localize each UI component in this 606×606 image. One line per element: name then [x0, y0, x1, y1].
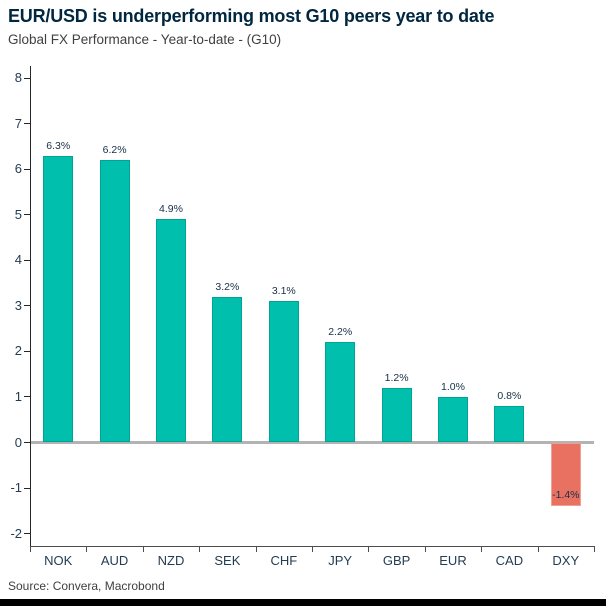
bar — [43, 155, 74, 443]
y-tick-label: 5 — [14, 206, 22, 222]
bar — [156, 219, 186, 443]
x-tick — [368, 546, 370, 552]
y-tick — [24, 168, 30, 170]
bar-value-label: 0.8% — [497, 390, 522, 403]
x-category-label: GBP — [382, 553, 411, 568]
x-category-label: JPY — [328, 553, 353, 568]
x-tick — [30, 546, 31, 552]
x-tick — [481, 546, 483, 552]
x-category-label: CHF — [270, 553, 298, 568]
bar — [494, 406, 525, 443]
y-tick — [24, 442, 30, 443]
y-tick-label: -2 — [10, 525, 22, 541]
y-tick — [24, 487, 30, 489]
bar — [268, 301, 299, 443]
y-tick — [24, 123, 30, 125]
x-category-label: NZD — [157, 553, 185, 568]
x-tick — [594, 546, 595, 552]
bar — [99, 160, 130, 443]
bar-value-label: 6.2% — [102, 144, 127, 157]
x-tick — [86, 546, 88, 552]
x-tick — [142, 546, 144, 552]
y-tick — [24, 77, 30, 79]
y-tick — [24, 396, 30, 398]
bar — [550, 442, 581, 507]
y-tick — [24, 259, 30, 261]
x-category-label: AUD — [100, 553, 129, 568]
bar-value-label: 6.3% — [46, 139, 71, 152]
x-category-label: EUR — [439, 553, 467, 568]
y-tick-label: 8 — [14, 70, 22, 86]
zero-line — [31, 441, 594, 444]
bar-value-label: -1.4% — [552, 489, 580, 502]
chart-title: EUR/USD is underperforming most G10 peer… — [8, 6, 495, 26]
x-tick — [255, 546, 257, 552]
x-tick — [537, 546, 539, 552]
x-category-label: DXY — [552, 553, 580, 568]
y-tick — [24, 214, 30, 216]
bar-value-label: 1.0% — [441, 380, 465, 393]
x-category-label: CAD — [495, 553, 524, 568]
y-tick-label: 0 — [14, 434, 22, 450]
x-tick — [312, 546, 313, 552]
x-category-label: NOK — [44, 553, 73, 568]
bar — [325, 342, 356, 443]
x-tick — [424, 546, 426, 552]
y-tick — [24, 305, 30, 307]
x-category-label: SEK — [214, 553, 241, 568]
bar-value-label: 4.9% — [159, 203, 183, 216]
y-tick-label: 7 — [14, 115, 22, 131]
source-note: Source: Convera, Macrobond — [8, 579, 165, 593]
y-tick-label: 2 — [14, 343, 22, 359]
y-tick — [24, 350, 30, 352]
x-tick — [199, 546, 201, 552]
y-tick-label: -1 — [10, 480, 22, 496]
bar — [438, 396, 468, 443]
bar — [381, 387, 412, 443]
y-tick-label: 1 — [14, 388, 22, 404]
y-axis-line — [30, 66, 31, 546]
y-tick — [24, 533, 30, 535]
bar — [212, 296, 243, 443]
bar-value-label: 2.2% — [328, 326, 353, 339]
footer-bar — [0, 599, 606, 606]
bar-value-label: 1.2% — [384, 371, 409, 384]
bar-value-label: 3.2% — [215, 280, 240, 293]
y-tick-label: 4 — [14, 252, 22, 268]
y-tick-label: 3 — [14, 297, 22, 313]
bar-value-label: 3.1% — [271, 285, 296, 298]
chart-subtitle: Global FX Performance - Year-to-date - (… — [8, 32, 282, 47]
y-tick-label: 6 — [14, 161, 22, 177]
